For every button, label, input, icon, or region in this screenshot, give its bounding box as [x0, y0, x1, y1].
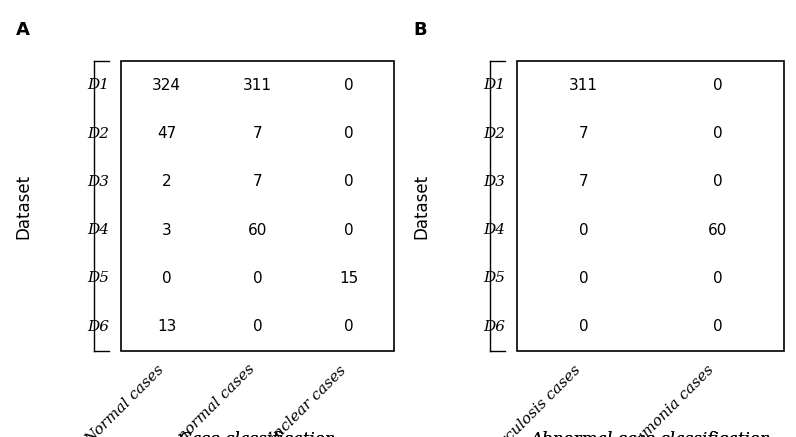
Text: D6: D6	[88, 320, 109, 334]
Text: D6: D6	[483, 320, 505, 334]
Text: D3: D3	[483, 175, 505, 189]
Text: 0: 0	[344, 319, 353, 334]
Text: 0: 0	[579, 271, 588, 286]
Text: 0: 0	[253, 271, 263, 286]
Text: 3: 3	[162, 223, 171, 238]
Text: 0: 0	[712, 78, 722, 93]
Text: 0: 0	[579, 319, 588, 334]
Text: 15: 15	[339, 271, 358, 286]
Text: 0: 0	[712, 319, 722, 334]
Text: Abnormal case classification: Abnormal case classification	[530, 431, 771, 437]
Text: 7: 7	[253, 174, 263, 190]
Text: 60: 60	[248, 223, 267, 238]
Text: Abnormal cases: Abnormal cases	[161, 363, 258, 437]
Text: 60: 60	[708, 223, 727, 238]
Text: A: A	[16, 21, 29, 39]
Text: 0: 0	[344, 174, 353, 190]
Text: Tuberculosis cases: Tuberculosis cases	[470, 363, 583, 437]
Text: D3: D3	[88, 175, 109, 189]
Text: Dataset: Dataset	[412, 173, 431, 239]
Text: Dataset: Dataset	[14, 173, 33, 239]
Text: 0: 0	[253, 319, 263, 334]
Text: 311: 311	[569, 78, 598, 93]
Text: Pneumonia cases: Pneumonia cases	[613, 363, 717, 437]
Text: 0: 0	[712, 271, 722, 286]
Text: 0: 0	[344, 126, 353, 141]
Text: 7: 7	[579, 174, 588, 190]
Text: Case classification: Case classification	[179, 431, 336, 437]
Text: 324: 324	[152, 78, 181, 93]
Text: 0: 0	[712, 174, 722, 190]
Text: D5: D5	[483, 271, 505, 285]
Text: 7: 7	[579, 126, 588, 141]
Text: D1: D1	[88, 79, 109, 93]
Text: D5: D5	[88, 271, 109, 285]
Text: 7: 7	[253, 126, 263, 141]
Text: 2: 2	[162, 174, 171, 190]
Text: 0: 0	[579, 223, 588, 238]
Text: D4: D4	[483, 223, 505, 237]
Text: 0: 0	[162, 271, 171, 286]
Text: 0: 0	[712, 126, 722, 141]
Text: Abnormal case classification: Abnormal case classification	[530, 431, 771, 437]
Text: D1: D1	[483, 79, 505, 93]
Text: D4: D4	[88, 223, 109, 237]
Text: 13: 13	[157, 319, 176, 334]
Text: Unclear cases: Unclear cases	[262, 363, 349, 437]
Text: Normal cases: Normal cases	[82, 363, 166, 437]
Text: 0: 0	[344, 78, 353, 93]
Text: 0: 0	[344, 223, 353, 238]
Text: 311: 311	[243, 78, 272, 93]
Text: D2: D2	[88, 127, 109, 141]
Text: 47: 47	[157, 126, 176, 141]
Text: D2: D2	[483, 127, 505, 141]
Text: Case classification: Case classification	[179, 431, 336, 437]
Text: B: B	[414, 21, 427, 39]
